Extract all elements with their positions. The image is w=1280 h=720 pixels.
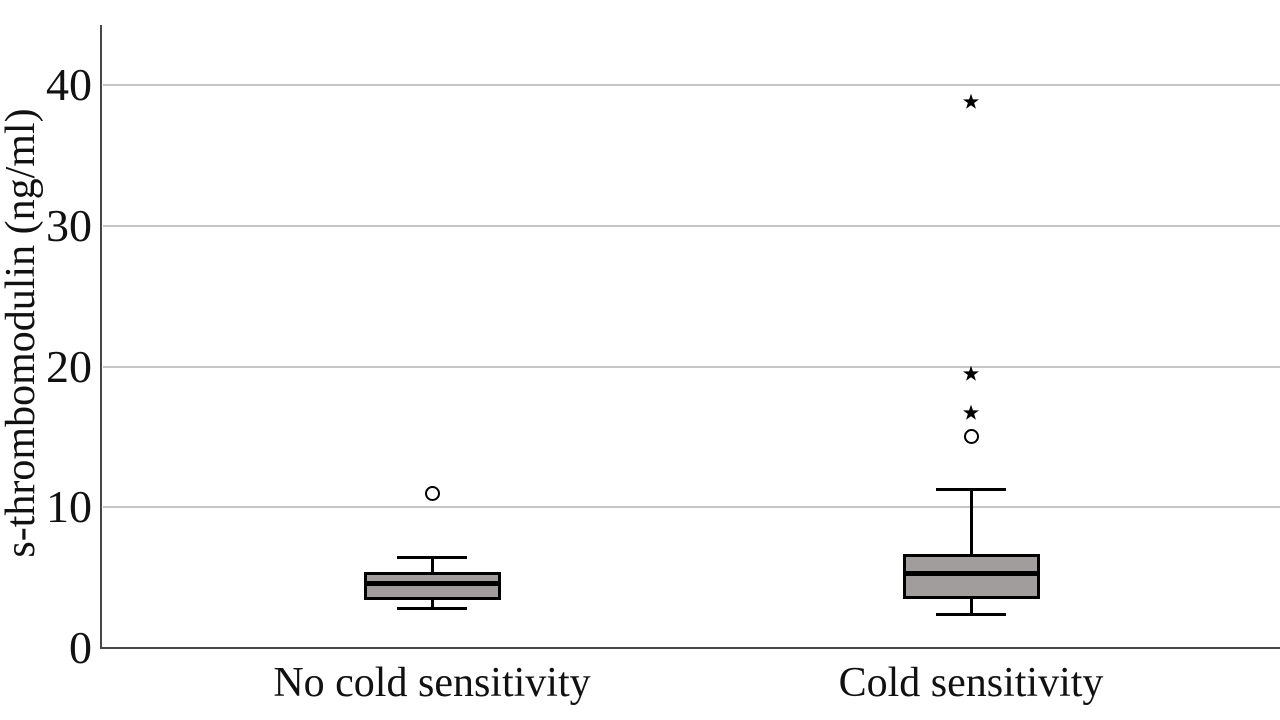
x-category-label: Cold sensitivity [838,660,1104,706]
outlier-circle-marker [424,485,440,501]
x-category-label: No cold sensitivity [273,660,591,706]
whisker-line [969,598,973,615]
gridline [103,84,1280,87]
y-tick-label: 40 [46,59,92,111]
median-line [902,570,1040,576]
y-tick-label: 0 [69,622,92,673]
gridline [103,224,1280,227]
y-tick-label: 30 [46,199,92,251]
boxplot-box [363,572,501,601]
y-axis-line [100,25,102,648]
outlier-circle-marker [963,429,979,445]
outlier-star-marker [962,93,980,111]
y-axis-label: s-thrombomodulin (ng/ml) [0,108,44,558]
outlier-star-marker [962,404,980,422]
x-axis-line [100,647,1280,649]
y-tick-label: 10 [46,481,92,533]
gridline [103,506,1280,509]
whisker-cap [397,607,467,611]
outlier-star-marker [962,365,980,383]
gridline [103,365,1280,368]
whisker-cap [397,556,467,560]
whisker-line [430,557,434,572]
whisker-line [430,600,434,609]
y-tick-label: 20 [46,340,92,392]
whisker-line [969,489,973,554]
boxplot-box [902,553,1040,599]
median-line [363,580,501,586]
whisker-cap [936,487,1006,491]
whisker-cap [936,612,1006,616]
